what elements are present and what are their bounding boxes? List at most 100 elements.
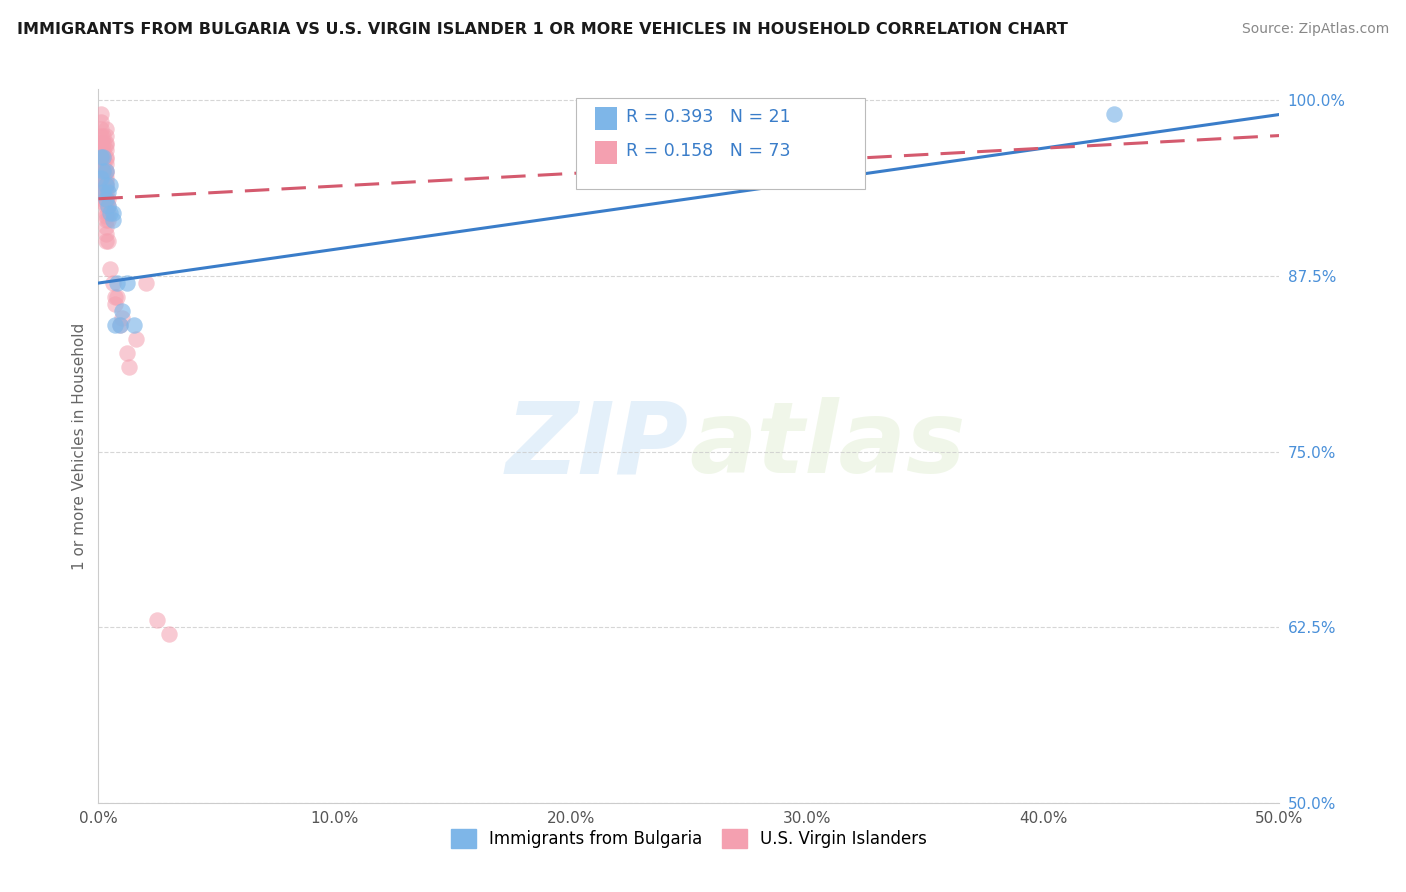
Point [94, 143, 117, 157]
Point [97, 199, 120, 213]
Point [94, 212, 117, 227]
Point [1102, 107, 1125, 121]
Point [94, 153, 117, 167]
Point [94, 219, 117, 234]
Point [91, 153, 114, 167]
Point [118, 360, 141, 375]
Point [91, 163, 114, 178]
Text: ZIP: ZIP [506, 398, 689, 494]
Point [122, 318, 145, 333]
Point [91, 150, 114, 164]
Point [90, 166, 112, 180]
Point [90, 185, 112, 199]
Point [98, 262, 121, 277]
Point [94, 180, 117, 194]
Point [94, 178, 117, 192]
Point [94, 199, 117, 213]
Point [98, 178, 121, 192]
Point [94, 150, 117, 164]
Point [90, 156, 112, 170]
Point [94, 234, 117, 248]
Point [91, 178, 114, 192]
Point [91, 156, 114, 170]
Point [91, 150, 114, 164]
Point [111, 311, 134, 326]
Point [91, 175, 114, 189]
Point [91, 128, 114, 143]
Text: Source: ZipAtlas.com: Source: ZipAtlas.com [1241, 22, 1389, 37]
Point [90, 175, 112, 189]
Point [135, 276, 157, 290]
Point [91, 170, 114, 185]
Point [104, 297, 127, 311]
Point [91, 166, 114, 180]
Point [101, 276, 124, 290]
Point [101, 206, 124, 220]
Point [105, 290, 128, 304]
Point [94, 194, 117, 209]
Point [125, 332, 148, 346]
Point [90, 128, 112, 143]
Point [94, 227, 117, 241]
Point [97, 206, 120, 220]
Point [90, 178, 112, 192]
Point [97, 185, 120, 199]
Point [97, 199, 120, 213]
Point [146, 613, 169, 627]
Point [90, 163, 112, 178]
Point [94, 163, 117, 178]
Point [157, 627, 180, 641]
Point [94, 163, 117, 178]
Point [94, 209, 117, 223]
Point [90, 136, 112, 150]
Point [108, 318, 131, 333]
Point [94, 166, 117, 180]
Point [94, 170, 117, 185]
Point [90, 114, 112, 128]
Point [94, 206, 117, 220]
Point [97, 234, 120, 248]
Point [91, 143, 114, 157]
Point [90, 170, 112, 185]
Point [94, 192, 117, 206]
Point [115, 276, 138, 290]
Point [90, 153, 112, 167]
Text: atlas: atlas [689, 398, 966, 494]
Point [94, 138, 117, 153]
Point [91, 163, 114, 178]
Point [91, 192, 114, 206]
Point [90, 143, 112, 157]
Point [94, 185, 117, 199]
Point [94, 136, 117, 150]
Text: IMMIGRANTS FROM BULGARIA VS U.S. VIRGIN ISLANDER 1 OR MORE VEHICLES IN HOUSEHOLD: IMMIGRANTS FROM BULGARIA VS U.S. VIRGIN … [17, 22, 1067, 37]
Point [90, 121, 112, 136]
Point [94, 156, 117, 170]
Point [97, 192, 120, 206]
Point [105, 276, 128, 290]
Point [91, 194, 114, 209]
Y-axis label: 1 or more Vehicles in Household: 1 or more Vehicles in Household [72, 322, 87, 570]
Legend: Immigrants from Bulgaria, U.S. Virgin Islanders: Immigrants from Bulgaria, U.S. Virgin Is… [444, 822, 934, 855]
Point [91, 180, 114, 194]
Point [90, 107, 112, 121]
Point [91, 136, 114, 150]
Point [104, 290, 127, 304]
Point [101, 212, 124, 227]
Point [98, 206, 121, 220]
Point [94, 175, 117, 189]
Point [91, 185, 114, 199]
Point [97, 212, 120, 227]
Point [90, 170, 112, 185]
Point [90, 150, 112, 164]
Text: R = 0.158   N = 73: R = 0.158 N = 73 [626, 142, 790, 160]
Point [115, 346, 138, 360]
Text: R = 0.393   N = 21: R = 0.393 N = 21 [626, 108, 790, 126]
Point [111, 304, 134, 318]
Point [94, 192, 117, 206]
Point [94, 121, 117, 136]
Point [108, 318, 131, 333]
Point [94, 178, 117, 192]
Point [104, 318, 127, 333]
Point [91, 161, 114, 175]
Point [91, 185, 114, 199]
